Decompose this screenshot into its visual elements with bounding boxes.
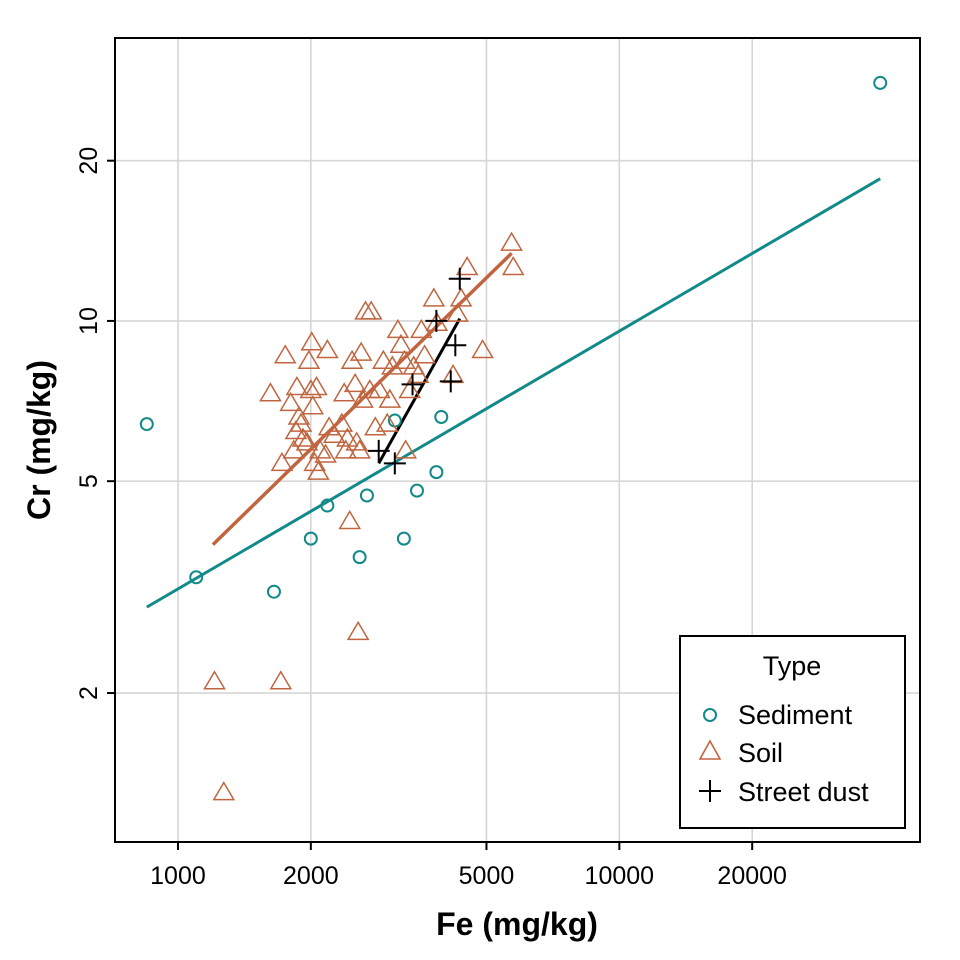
legend-title: Type [763, 651, 822, 681]
legend-street-dust-label: Street dust [738, 777, 869, 807]
x-tick-label: 20000 [717, 862, 787, 890]
x-tick-label: 2000 [283, 862, 339, 890]
legend: Type Sediment Soil Street dust [680, 636, 905, 828]
y-tick-label: 10 [75, 307, 103, 335]
x-tick-label: 1000 [150, 862, 206, 890]
x-tick-label: 5000 [459, 862, 515, 890]
y-axis-title: Cr (mg/kg) [21, 360, 57, 520]
legend-soil-label: Soil [738, 738, 783, 768]
legend-sediment-label: Sediment [738, 700, 853, 730]
y-tick-label: 20 [75, 147, 103, 175]
y-tick-label: 2 [75, 686, 103, 700]
x-axis-title: Fe (mg/kg) [436, 906, 598, 942]
x-tick-label: 10000 [585, 862, 655, 890]
y-tick-label: 5 [75, 474, 103, 488]
